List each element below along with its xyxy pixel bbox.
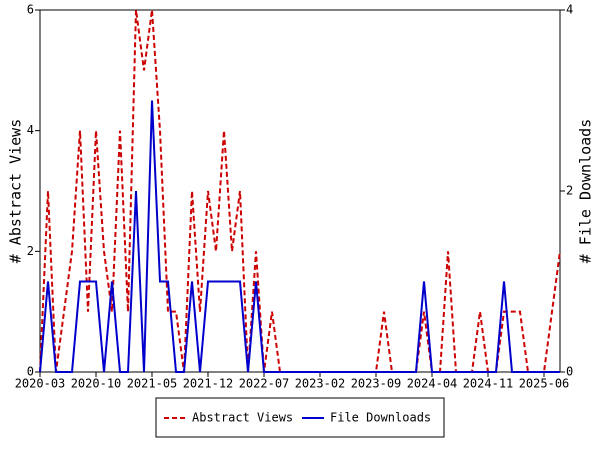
legend-box — [155, 397, 445, 438]
legend-label: File Downloads — [330, 411, 431, 425]
y2-tick-label: 4 — [566, 3, 573, 17]
y-tick-label: 2 — [27, 244, 34, 258]
y2-tick-label: 0 — [566, 365, 573, 379]
x-tick-label: 2023-02 — [295, 377, 346, 391]
legend-label: Abstract Views — [192, 411, 293, 425]
x-tick-label: 2021-05 — [127, 377, 178, 391]
y2-axis-label: # File Downloads — [577, 119, 595, 264]
y-tick-label: 6 — [27, 3, 34, 17]
x-tick-label: 2020-10 — [71, 377, 122, 391]
y-tick-label: 0 — [27, 365, 34, 379]
x-tick-label: 2025-06 — [519, 377, 570, 391]
x-tick-label: 2022-07 — [239, 377, 290, 391]
x-tick-label: 2021-12 — [183, 377, 234, 391]
x-tick-label: 2024-04 — [407, 377, 458, 391]
x-tick-label: 2023-09 — [351, 377, 402, 391]
series-line — [39, 9, 561, 373]
x-tick-label: 2020-03 — [15, 377, 66, 391]
x-tick-label: 2024-11 — [463, 377, 514, 391]
series-line — [39, 100, 560, 373]
plot-frame — [39, 9, 561, 373]
y-tick-label: 4 — [27, 123, 34, 137]
y-axis-label: # Abstract Views — [7, 119, 25, 264]
y2-tick-label: 2 — [566, 184, 573, 198]
